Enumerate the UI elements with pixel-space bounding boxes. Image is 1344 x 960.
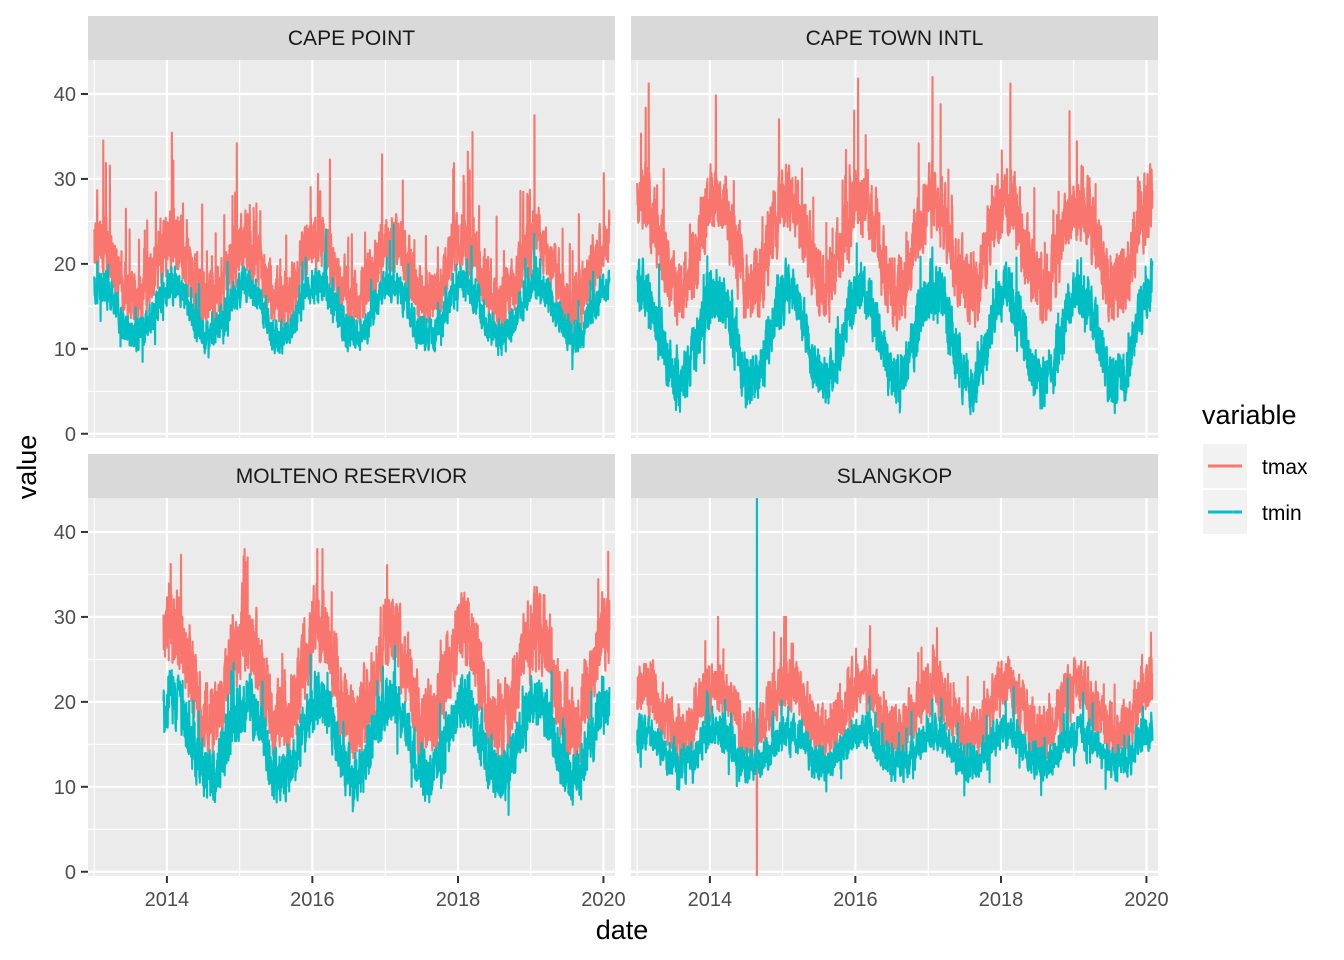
y-axis-title: value (12, 435, 42, 500)
y-tick-label: 10 (54, 339, 76, 361)
panel-title-molteno-reservior: MOLTENO RESERVIOR (236, 465, 467, 488)
y-tick-label: 0 (65, 862, 76, 884)
series-line-tmax-molteno-reservior (162, 547, 611, 773)
x-tick-label: 2018 (436, 889, 481, 911)
legend-title: variable (1202, 400, 1297, 430)
panel-strip-slangkop (631, 454, 1158, 498)
y-tick-label: 40 (54, 522, 76, 544)
x-tick-label: 2014 (145, 889, 190, 911)
x-tick-label: 2020 (1124, 889, 1169, 911)
x-tick-label: 2020 (581, 889, 626, 911)
panels-layer: CAPE POINT CAPE TOWN INTL MOLTENO RESERVIO… (88, 16, 1158, 876)
panel-strip-molteno-reservior (88, 454, 615, 498)
x-tick-label: 2016 (290, 889, 335, 911)
y-tick-label: 10 (54, 777, 76, 799)
y-tick-label: 20 (54, 254, 76, 276)
legend: variable tmax tmin (1202, 400, 1308, 534)
y-tick-label: 0 (65, 424, 76, 446)
panel-title-slangkop: SLANGKOP (837, 465, 953, 488)
panel-title-cape-town-intl: CAPE TOWN INTL (806, 27, 984, 50)
legend-label-tmin: tmin (1262, 502, 1302, 525)
series-line-tmin-molteno-reservior (162, 644, 611, 817)
y-tick-label: 40 (54, 84, 76, 106)
x-tick-label: 2016 (833, 889, 878, 911)
axes-layer: 0 10 20 30 40 0 10 20 30 40 2014 2016 2018 2020 2014 20… (54, 84, 1169, 911)
panel-slangkop: SLANGKOP (631, 454, 1158, 876)
x-tick-label: 2014 (688, 889, 733, 911)
panel-cape-town-intl: CAPE TOWN INTL (631, 16, 1158, 438)
panel-strip-cape-point (88, 16, 615, 60)
y-tick-label: 30 (54, 169, 76, 191)
y-tick-label: 30 (54, 607, 76, 629)
panel-strip-cape-town-intl (631, 16, 1158, 60)
legend-label-tmax: tmax (1262, 456, 1308, 479)
series-line-tmax-cape-point (93, 114, 611, 340)
series-line-tmin-slangkop (636, 498, 1154, 797)
y-tick-label: 20 (54, 692, 76, 714)
panel-molteno-reservior: MOLTENO RESERVIOR (88, 454, 615, 876)
panel-cape-point: CAPE POINT (88, 16, 615, 438)
x-axis-title: date (596, 915, 649, 945)
series-line-tmax-cape-town-intl (636, 75, 1154, 332)
series-line-tmin-cape-point (93, 223, 611, 371)
series-line-tmin-cape-town-intl (636, 242, 1154, 416)
x-tick-label: 2018 (979, 889, 1024, 911)
panel-title-cape-point: CAPE POINT (288, 27, 415, 50)
